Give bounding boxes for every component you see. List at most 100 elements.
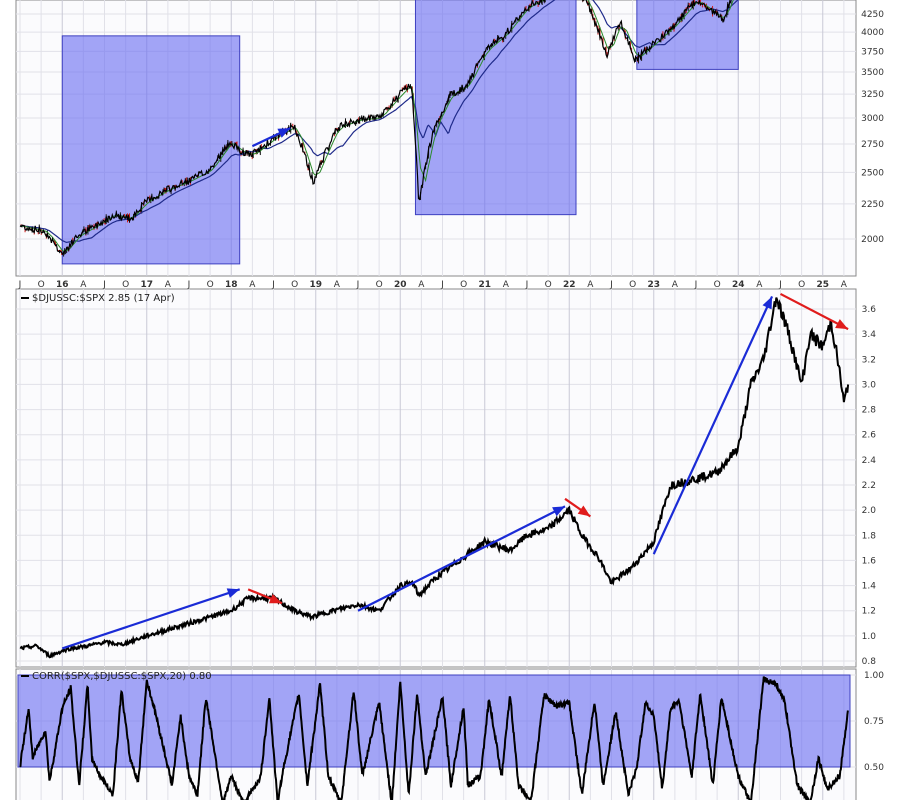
x-tick-label: J [440, 280, 444, 290]
price-x-ticks: J O 16 A J O 17 A J O 18 A J O 19 A J O 20 A J O 21 A J O 22 A J O 23 A… [18, 280, 848, 290]
x-tick-label: O [122, 280, 129, 290]
x-tick-label: J [609, 280, 613, 290]
ratio-arrow-head [552, 506, 565, 517]
correlation-legend: CORR($SPX,$DJUSSC:$SPX,20) 0.80 [21, 671, 212, 682]
x-tick-label: 20 [394, 280, 407, 290]
x-tick-label: O [207, 280, 214, 290]
ratio-arrow [357, 505, 566, 612]
y-tick-label: 3500 [861, 68, 884, 78]
x-tick-label: O [376, 280, 383, 290]
price-moving-average-short [20, 0, 734, 252]
y-tick-label: 2.0 [862, 506, 877, 516]
x-tick-label: A [165, 280, 172, 290]
ratio-arrow-head [762, 296, 773, 310]
correlation-y-ticks: 0.50 0.75 1.00 [864, 671, 884, 773]
ratio-arrow [61, 588, 241, 650]
ratio-arrow [652, 295, 774, 555]
x-tick-label: O [798, 280, 805, 290]
ratio-arrows [61, 292, 849, 650]
x-tick-label: O [460, 280, 467, 290]
price-arrows [251, 127, 291, 148]
x-tick-label: A [80, 280, 87, 290]
y-tick-label: 1.4 [862, 582, 877, 592]
ratio-line [19, 297, 850, 659]
x-tick-label: A [249, 280, 256, 290]
x-tick-label: A [756, 280, 763, 290]
x-tick-label: J [271, 280, 275, 290]
x-tick-label: O [629, 280, 636, 290]
y-tick-label: 1.8 [862, 531, 877, 541]
ratio-y-ticks: 0.8 1.0 1.2 1.4 1.6 1.8 2.0 2.2 2.4 2.6 2.8 3.0 3.2 3… [862, 305, 877, 667]
x-tick-label: 25 [816, 280, 829, 290]
price-arrow-head [277, 128, 291, 138]
x-tick-label: 22 [563, 280, 576, 290]
y-tick-label: 2250 [861, 200, 884, 210]
ratio-arrow-head [577, 505, 591, 517]
ratio-grid-y [16, 308, 856, 662]
x-tick-label: A [841, 280, 848, 290]
y-tick-label: 0.75 [864, 717, 884, 727]
ratio-panel: 0.8 1.0 1.2 1.4 1.6 1.8 2.0 2.2 2.4 2.6 2.8 3.0 3.2 3… [15, 288, 877, 668]
price-panel: 2000 2250 2500 2750 3000 3250 3500 3750 4000 4250… [15, 0, 884, 290]
y-tick-label: 3000 [861, 114, 884, 124]
x-tick-label: 21 [478, 280, 491, 290]
highlight-box [414, 0, 577, 216]
correlation-line [19, 676, 849, 800]
highlight-box [61, 35, 241, 265]
x-tick-label: A [503, 280, 510, 290]
ratio-arrow-head [226, 588, 240, 598]
y-tick-label: 1.2 [862, 607, 876, 617]
ratio-legend: $DJUSSC:$SPX 2.85 (17 Apr) [21, 293, 175, 304]
y-tick-label: 2.8 [862, 406, 877, 416]
y-tick-label: 4250 [861, 10, 884, 20]
price-highlights [61, 0, 739, 265]
ratio-grid-x [19, 289, 845, 667]
x-tick-label: A [672, 280, 679, 290]
x-tick-label: O [714, 280, 721, 290]
x-tick-label: J [18, 280, 22, 290]
x-tick-label: 19 [309, 280, 322, 290]
x-tick-label: 17 [140, 280, 153, 290]
ratio-legend-label: $DJUSSC:$SPX 2.85 (17 Apr) [32, 293, 175, 304]
x-tick-label: 24 [732, 280, 745, 290]
x-tick-label: J [525, 280, 529, 290]
y-tick-label: 0.8 [862, 657, 877, 667]
x-tick-label: A [334, 280, 341, 290]
x-tick-label: J [187, 280, 191, 290]
x-tick-label: J [102, 280, 106, 290]
y-tick-label: 3.2 [862, 355, 876, 365]
ratio-arrow [779, 292, 849, 331]
ratio-plot-area [15, 288, 857, 668]
y-tick-label: 3.6 [862, 305, 877, 315]
y-tick-label: 1.0 [862, 632, 877, 642]
x-tick-label: J [778, 280, 782, 290]
ratio-arrow-head [269, 594, 282, 604]
y-tick-label: 1.6 [862, 556, 877, 566]
x-tick-label: O [545, 280, 552, 290]
y-tick-label: 4000 [861, 28, 884, 38]
x-tick-label: J [694, 280, 698, 290]
x-tick-label: A [418, 280, 425, 290]
y-tick-label: 3.0 [862, 380, 877, 390]
y-tick-label: 2500 [861, 168, 884, 178]
x-tick-label: O [291, 280, 298, 290]
y-tick-label: 3.4 [862, 330, 877, 340]
y-tick-label: 3750 [861, 47, 884, 57]
ratio-arrow-head [835, 319, 849, 330]
price-y-ticks: 2000 2250 2500 2750 3000 3250 3500 3750 4000 4250 [861, 10, 884, 245]
x-tick-label: 18 [225, 280, 238, 290]
correlation-panel: 0.50 0.75 1.00 CORR($SPX,$DJUSSC:$SPX,20) … [15, 668, 884, 800]
y-tick-label: 2.4 [862, 456, 877, 466]
x-tick-label: 23 [647, 280, 660, 290]
x-tick-label: J [356, 280, 360, 290]
correlation-legend-label: CORR($SPX,$DJUSSC:$SPX,20) 0.80 [32, 671, 212, 682]
x-tick-label: A [587, 280, 594, 290]
y-tick-label: 2.6 [862, 431, 877, 441]
x-tick-label: 16 [56, 280, 69, 290]
y-tick-label: 2750 [861, 140, 884, 150]
price-line [19, 0, 732, 256]
y-tick-label: 1.00 [864, 671, 884, 681]
y-tick-label: 0.50 [864, 763, 884, 773]
y-tick-label: 2000 [861, 235, 884, 245]
